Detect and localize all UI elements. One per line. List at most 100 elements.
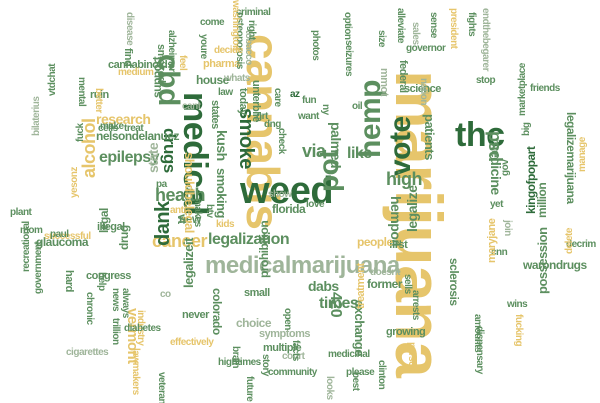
cloud-word: kids — [216, 219, 235, 230]
cloud-word: vt — [175, 214, 189, 224]
cloud-word: big — [521, 122, 532, 137]
cloud-word: million — [535, 182, 549, 218]
cloud-word: first — [389, 239, 408, 251]
cloud-word: medicalmarijuana — [205, 252, 400, 279]
cloud-word: make — [100, 121, 124, 132]
cloud-word: high — [386, 169, 423, 189]
cloud-word: ny — [320, 104, 331, 115]
cloud-word: brain — [230, 346, 241, 368]
cloud-word: successful — [44, 231, 91, 242]
cloud-word: legalizemarijuana — [564, 112, 578, 204]
cloud-word: makes — [192, 198, 203, 227]
cloud-word: help — [96, 272, 107, 291]
cloud-word: gov — [500, 159, 511, 176]
cloud-word: treat — [124, 123, 144, 134]
cloud-word: paul — [50, 229, 69, 240]
cloud-word: medium — [118, 67, 154, 78]
cloud-word: clinton — [376, 360, 387, 390]
cloud-word: stop — [476, 75, 496, 86]
cloud-word: science — [404, 83, 441, 95]
cloud-word: cannabinoids — [108, 59, 173, 71]
cloud-word: president — [448, 8, 459, 49]
cloud-word: dng — [264, 119, 281, 130]
cloud-word: story — [260, 354, 271, 376]
cloud-word: facts — [290, 340, 301, 361]
cloud-word: maryjane — [486, 218, 498, 263]
cloud-word: delete — [564, 228, 575, 254]
cloud-word: 420 — [327, 292, 344, 318]
cloud-word: legalization — [208, 231, 290, 248]
cloud-word: law — [218, 87, 233, 98]
cloud-word: love — [306, 199, 325, 210]
cloud-word: better — [93, 88, 104, 113]
cloud-word: via — [302, 141, 326, 161]
cloud-word: show — [268, 189, 292, 200]
cloud-word: news — [110, 288, 121, 312]
cloud-word: right — [246, 20, 257, 40]
cloud-word: always — [120, 288, 131, 318]
cloud-word: person — [406, 342, 417, 373]
cloud-word: state — [145, 142, 161, 173]
cloud-word: community — [268, 367, 317, 378]
cloud-word: prohibition — [257, 220, 271, 278]
cloud-word: drug — [117, 225, 131, 250]
cloud-word: pa — [156, 179, 167, 190]
cloud-word: option — [342, 12, 353, 40]
cloud-word: former — [367, 277, 403, 291]
cloud-word: bilaterius — [31, 96, 42, 136]
cloud-word: mmot — [378, 68, 390, 96]
cloud-word: friends — [530, 83, 560, 94]
cloud-word: disease — [124, 12, 135, 46]
cloud-word: new — [179, 212, 201, 226]
cloud-word: thc — [455, 116, 505, 154]
cloud-word: sales — [410, 22, 421, 45]
cloud-word: choice — [236, 316, 272, 330]
cloud-word: never — [182, 309, 209, 321]
cloud-word: fucking — [513, 314, 524, 347]
cloud-word: health — [155, 185, 206, 205]
cloud-word: veterans — [156, 372, 167, 403]
cloud-word: vote — [384, 116, 417, 176]
cloud-word: cells — [98, 123, 118, 134]
cloud-word: fuck — [75, 123, 86, 142]
cloud-word: endthebegarer — [480, 8, 491, 71]
cloud-word: research — [96, 111, 151, 127]
cloud-word: illegal — [97, 221, 125, 233]
cloud-word: manage — [577, 137, 588, 172]
cloud-word: want — [298, 111, 319, 122]
cloud-word: feel — [177, 55, 188, 71]
cloud-word: effectively — [170, 337, 214, 348]
cloud-word: hightimes — [218, 357, 261, 368]
cloud-word: care — [272, 88, 283, 107]
cloud-word: come — [200, 17, 225, 28]
cloud-word: join — [502, 220, 513, 236]
cloud-word: criminal — [236, 7, 271, 18]
cloud-word: nation — [418, 78, 429, 105]
cloud-word: please — [346, 367, 375, 378]
cloud-word: house — [196, 73, 229, 87]
cloud-word: seizures — [343, 40, 354, 77]
cloud-word: kush — [214, 130, 230, 161]
cloud-word: photos — [310, 30, 321, 61]
cloud-word: dabs — [308, 278, 339, 294]
cloud-word: psd — [483, 131, 503, 162]
cloud-word: open — [282, 308, 293, 330]
cloud-word: co — [160, 289, 171, 300]
cloud-word: hard — [63, 270, 75, 292]
cloud-word: sense — [428, 12, 439, 38]
cloud-word: alleviate — [395, 8, 406, 43]
cloud-word: growing — [386, 326, 426, 338]
cloud-word: smoked — [155, 44, 167, 83]
cloud-word: weed — [240, 170, 334, 212]
cloud-word: fights — [466, 12, 477, 37]
cloud-word: washington — [230, 0, 241, 51]
cloud-word: cant — [182, 101, 201, 112]
cloud-word: alzheimer — [166, 30, 177, 72]
cloud-word: mental — [76, 77, 87, 107]
cloud-word: ruin — [90, 89, 109, 101]
cloud-word: chronic — [84, 292, 95, 325]
cloud-word: multiple — [263, 342, 302, 354]
cloud-word: size — [376, 30, 387, 47]
cloud-word: palmed — [328, 122, 344, 169]
cloud-word: doesnt — [370, 267, 400, 278]
